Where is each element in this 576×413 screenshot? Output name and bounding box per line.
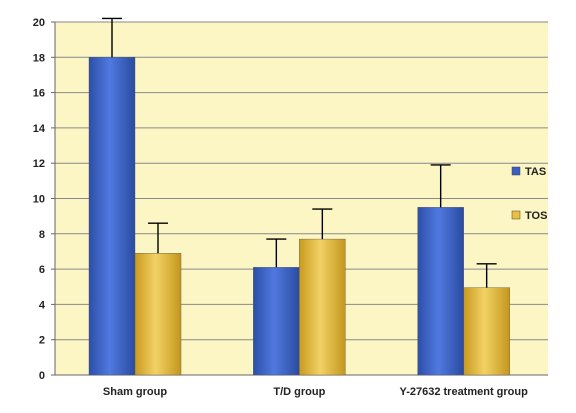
y-tick-label: 16 — [33, 88, 45, 100]
y-tick-label: 18 — [33, 52, 45, 64]
y-tick-label: 4 — [39, 299, 46, 311]
legend-label-tas: TAS — [525, 166, 546, 178]
bars — [88, 17, 510, 376]
legend-swatch-tos — [511, 210, 521, 220]
x-category-label: Y-27632 treatment group — [399, 386, 528, 398]
y-tick-label: 6 — [39, 264, 45, 276]
x-category-label: Sham group — [103, 386, 167, 398]
bar-tas-3 — [417, 207, 464, 376]
bar-tas-2 — [253, 267, 300, 376]
y-tick-label: 20 — [33, 17, 45, 29]
bar-tos-1 — [134, 253, 182, 376]
x-category-label: T/D group — [273, 386, 325, 398]
legend-swatch-tas — [511, 166, 521, 176]
y-tick-label: 12 — [33, 158, 45, 170]
y-tick-label: 0 — [39, 370, 45, 382]
bar-tos-3 — [463, 287, 510, 376]
y-tick-label: 2 — [39, 335, 45, 347]
y-tick-label: 10 — [33, 194, 45, 206]
y-tick-label: 8 — [39, 229, 45, 241]
legend: TAS TOS — [511, 166, 547, 222]
y-tick-label: 14 — [33, 123, 46, 135]
labels: 0 2 4 6 8 10 12 14 16 18 20 Sham group T/D group Y-27… — [33, 17, 528, 398]
bar-tos-2 — [299, 238, 346, 376]
legend-label-tos: TOS — [525, 210, 547, 222]
bar-tas-1 — [88, 57, 136, 376]
